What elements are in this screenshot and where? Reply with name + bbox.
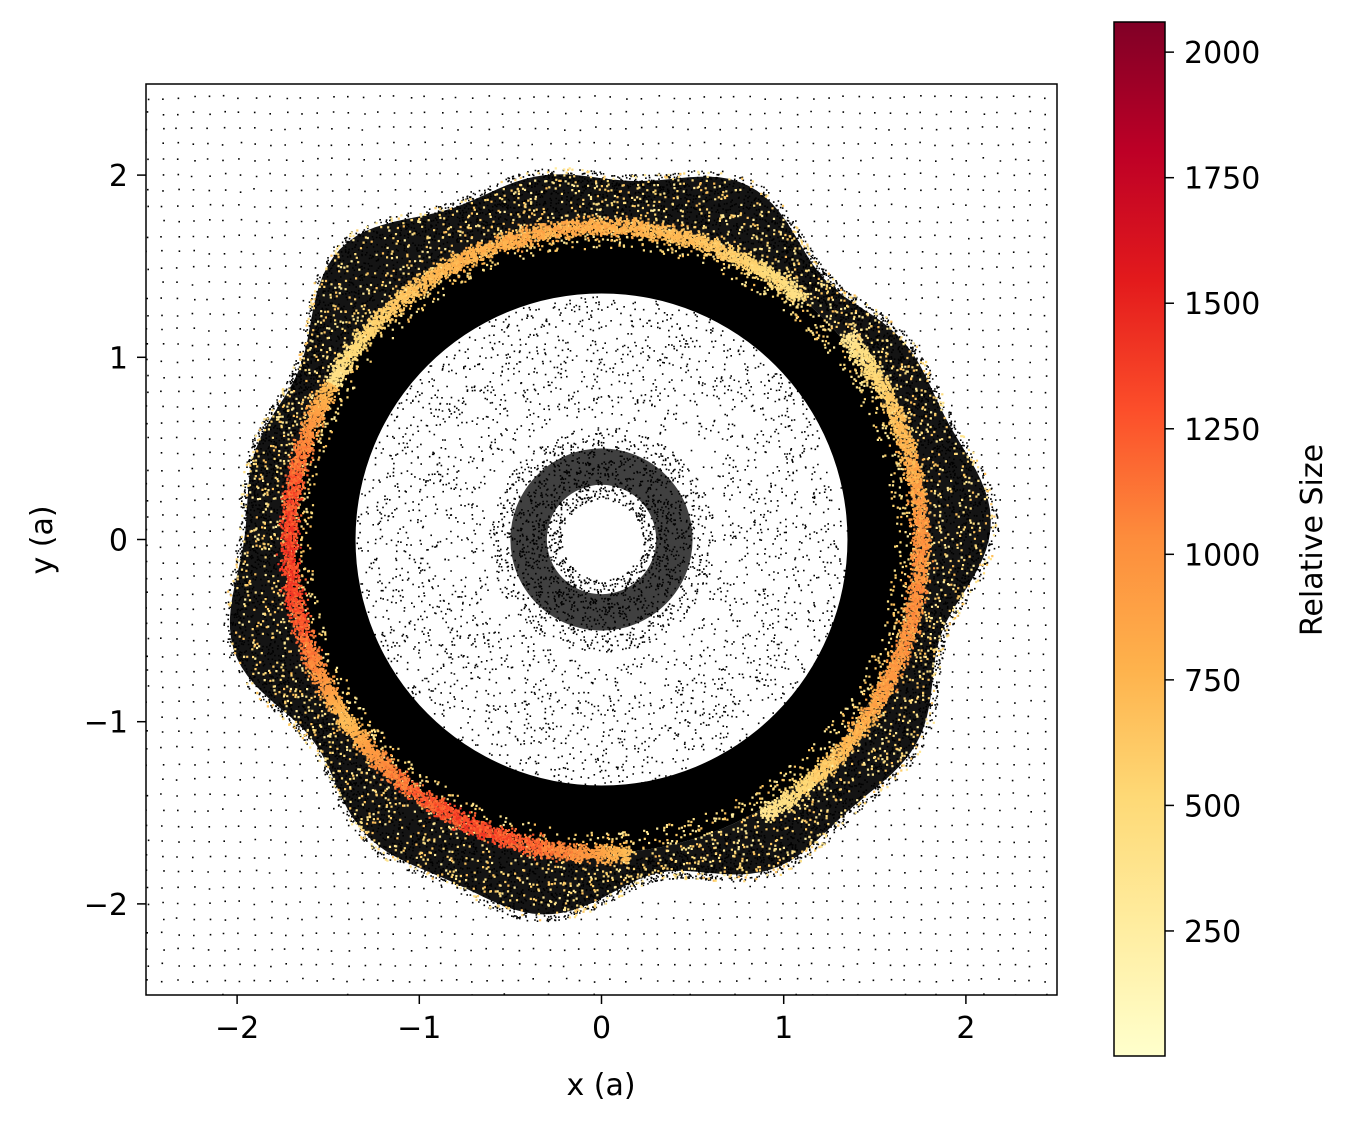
- particle-scatter: [146, 94, 1048, 995]
- colored-particle-group: [299, 546, 302, 549]
- colorbar: 250 500 750 1000 1250 1500 1750 2000 Relative S…: [1113, 21, 1330, 1057]
- colored-particle-group: [484, 833, 487, 836]
- x-axis: −2 −1 0 1 2: [215, 995, 975, 1046]
- colorbar-tick-label: 2000: [1184, 36, 1260, 71]
- x-tick-label: −2: [215, 1011, 259, 1046]
- colorbar-ticks: 250 500 750 1000 1250 1500 1750 2000: [1165, 36, 1260, 950]
- colored-particle-group: [291, 546, 296, 563]
- colorbar-frame: [1113, 21, 1166, 1057]
- x-axis-label: x (a): [566, 1068, 635, 1103]
- y-axis-label: y (a): [25, 505, 60, 574]
- x-tick-label: 2: [956, 1011, 975, 1046]
- x-tick-label: 1: [774, 1011, 793, 1046]
- colored-particle-group: [285, 550, 288, 553]
- colorbar-tick-label: 250: [1184, 915, 1241, 950]
- colorbar-tick-label: 1750: [1184, 162, 1260, 197]
- colorbar-tick-label: 750: [1184, 664, 1241, 699]
- y-axis: −2 −1 0 1 2: [84, 159, 146, 923]
- colored-particle-group: [289, 541, 294, 580]
- colorbar-gradient: [1114, 22, 1165, 1056]
- colored-particles-series: [227, 167, 998, 922]
- x-tick-label: −1: [397, 1011, 441, 1046]
- colorbar-tick-label: 1000: [1184, 538, 1260, 573]
- colorbar-tick-label: 1500: [1184, 287, 1260, 322]
- y-tick-label: 0: [109, 524, 128, 559]
- inner-ring: [510, 448, 693, 631]
- colored-particle-group: [287, 578, 299, 586]
- y-tick-label: 2: [109, 159, 128, 194]
- x-tick-label: 0: [592, 1011, 611, 1046]
- colored-particle-group: [292, 551, 295, 554]
- black-particles-series: [146, 94, 1048, 995]
- y-tick-label: −2: [84, 888, 128, 923]
- colorbar-tick-label: 1250: [1184, 413, 1260, 448]
- colored-particle-group: [288, 520, 291, 524]
- colorbar-label: Relative Size: [1295, 444, 1330, 636]
- y-tick-label: −1: [84, 706, 128, 741]
- y-tick-label: 1: [109, 341, 128, 376]
- colored-particle-group: [297, 467, 300, 479]
- colorbar-tick-label: 500: [1184, 789, 1241, 824]
- colored-particle-group: [286, 551, 294, 573]
